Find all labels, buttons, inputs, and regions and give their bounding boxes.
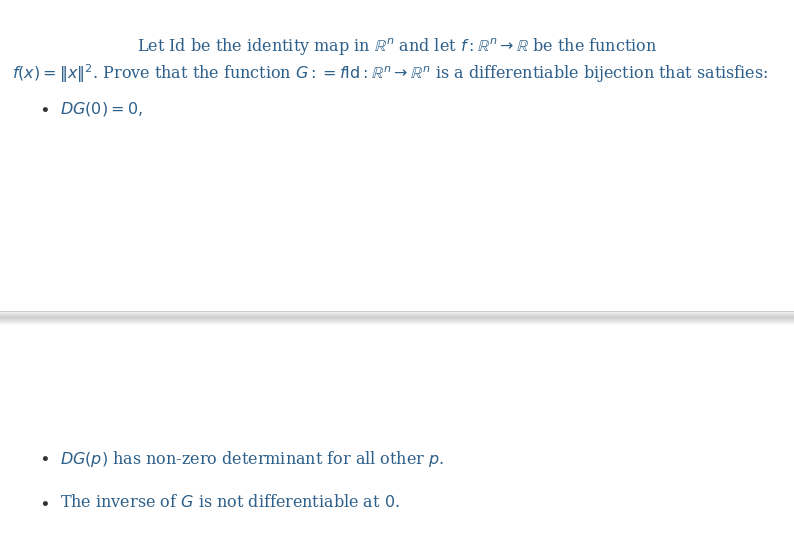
Bar bbox=[0, 318, 794, 319]
Bar bbox=[0, 322, 794, 323]
Bar bbox=[0, 311, 794, 312]
Text: $DG(p)$ has non-zero determinant for all other $p$.: $DG(p)$ has non-zero determinant for all… bbox=[60, 449, 444, 469]
Bar bbox=[0, 314, 794, 315]
Text: $DG(0) = 0,$: $DG(0) = 0,$ bbox=[60, 100, 142, 118]
Bar bbox=[0, 313, 794, 314]
Text: $\bullet$: $\bullet$ bbox=[39, 100, 48, 117]
Bar bbox=[0, 317, 794, 318]
Text: $f(x) = \|x\|^2$. Prove that the function $G := f\mathrm{Id} : \mathbb{R}^n \to : $f(x) = \|x\|^2$. Prove that the functio… bbox=[12, 62, 768, 85]
Bar bbox=[0, 324, 794, 325]
Bar bbox=[0, 321, 794, 322]
Bar bbox=[0, 320, 794, 321]
Bar bbox=[0, 315, 794, 316]
Bar bbox=[0, 312, 794, 313]
Bar bbox=[0, 316, 794, 317]
Bar bbox=[0, 319, 794, 320]
Text: $\bullet$: $\bullet$ bbox=[39, 494, 48, 511]
Text: $\bullet$: $\bullet$ bbox=[39, 449, 48, 466]
Text: The inverse of $G$ is not differentiable at $0$.: The inverse of $G$ is not differentiable… bbox=[60, 494, 399, 511]
Bar bbox=[0, 323, 794, 324]
Text: Let Id be the identity map in $\mathbb{R}^n$ and let $f : \mathbb{R}^n \to \math: Let Id be the identity map in $\mathbb{R… bbox=[137, 36, 657, 57]
